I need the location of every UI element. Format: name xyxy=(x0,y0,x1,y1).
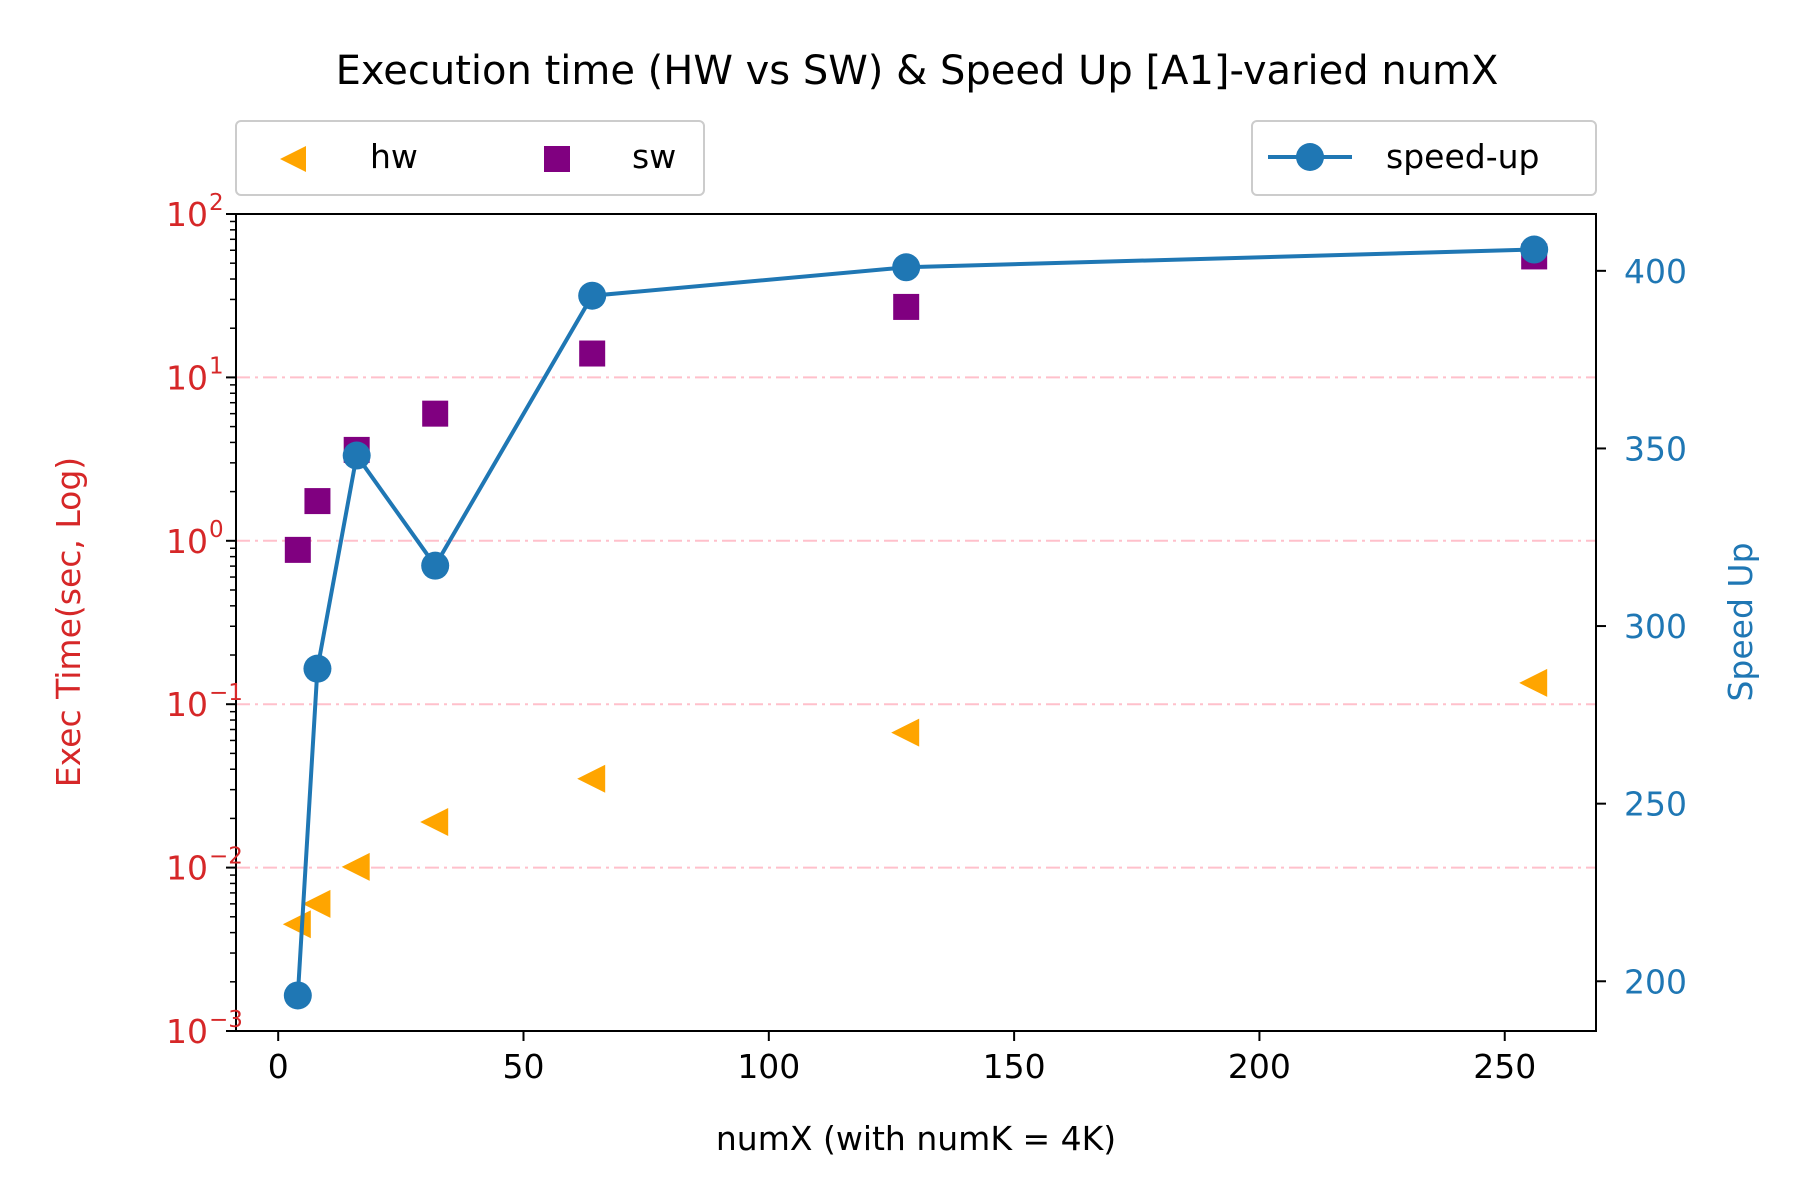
hw-series xyxy=(282,668,1548,939)
y-right-tick-label: 300 xyxy=(1624,607,1687,646)
sw-point xyxy=(422,400,449,427)
legend-speed-up-label: speed-up xyxy=(1386,137,1539,176)
sw-point xyxy=(284,536,311,563)
x-tick-label: 100 xyxy=(737,1047,800,1086)
x-tick-label: 200 xyxy=(1228,1047,1291,1086)
legend-box-left xyxy=(235,120,705,196)
legend-sw-marker xyxy=(544,146,570,172)
speed-up-series xyxy=(283,235,1549,1010)
y-axis-left-label: Exec Time(sec, Log) xyxy=(49,457,88,787)
speed-up-point xyxy=(283,981,312,1010)
hw-point xyxy=(302,889,331,918)
y-axis-right: 200 250 300 350 400 xyxy=(1596,252,1687,1001)
sw-series xyxy=(284,243,1548,563)
sw-point xyxy=(579,340,606,367)
speed-up-point xyxy=(892,253,921,282)
plot-frame xyxy=(235,213,1597,1032)
hw-point xyxy=(420,808,449,837)
hw-point xyxy=(891,718,920,747)
y-left-tick-exponent: 2 xyxy=(209,190,224,216)
hw-point xyxy=(1519,668,1548,697)
x-tick-label: 150 xyxy=(983,1047,1046,1086)
x-tick-label: 0 xyxy=(268,1047,289,1086)
y-right-tick-label: 250 xyxy=(1624,785,1687,824)
speed-up-point xyxy=(303,654,332,683)
hw-point xyxy=(341,852,370,881)
y-left-tick-label: 10 xyxy=(166,522,208,561)
y-left-tick-exponent: 0 xyxy=(209,517,224,543)
legend-hw-label: hw xyxy=(370,137,418,176)
sw-point xyxy=(893,293,920,320)
hw-point xyxy=(577,764,606,793)
y-right-tick-label: 350 xyxy=(1624,429,1687,468)
sw-point xyxy=(304,488,331,515)
speed-up-point xyxy=(1520,235,1549,264)
speed-up-point xyxy=(578,281,607,310)
speed-up-point xyxy=(342,441,371,470)
x-tick-label: 50 xyxy=(503,1047,545,1086)
y-left-tick-exponent: −1 xyxy=(209,680,243,706)
y-left-tick-exponent: −2 xyxy=(209,844,243,870)
legend-hw-sw: hw sw xyxy=(235,120,705,196)
legend-speed-up-marker xyxy=(1296,143,1324,171)
legend-hw-marker xyxy=(280,146,306,172)
y-left-tick-exponent: 1 xyxy=(209,353,224,379)
x-tick-label: 250 xyxy=(1473,1047,1536,1086)
y-left-tick-label: 10 xyxy=(166,195,208,234)
legend-sw-label: sw xyxy=(632,137,676,176)
chart-title: Execution time (HW vs SW) & Speed Up [A1… xyxy=(336,48,1499,94)
hw-point xyxy=(282,910,311,939)
y-left-tick-exponent: −3 xyxy=(209,1007,243,1033)
y-right-tick-label: 200 xyxy=(1624,962,1687,1001)
y-left-tick-label: 10 xyxy=(166,849,208,888)
speed-up-line xyxy=(295,247,1535,996)
legend-speed-up: speed-up xyxy=(1251,120,1597,196)
legend-box-right xyxy=(1251,120,1597,196)
x-axis-label: numX (with numK = 4K) xyxy=(716,1119,1116,1158)
y-axis-right-label: Speed Up xyxy=(1721,542,1760,701)
x-axis: 0 50 100 150 200 250 xyxy=(268,1031,1536,1086)
y-right-tick-label: 400 xyxy=(1624,252,1687,291)
speed-up-point xyxy=(421,551,450,580)
y-left-tick-label: 10 xyxy=(166,685,208,724)
y-left-tick-label: 10 xyxy=(166,1012,208,1051)
grid-lines xyxy=(236,376,1596,869)
y-left-tick-label: 10 xyxy=(166,358,208,397)
